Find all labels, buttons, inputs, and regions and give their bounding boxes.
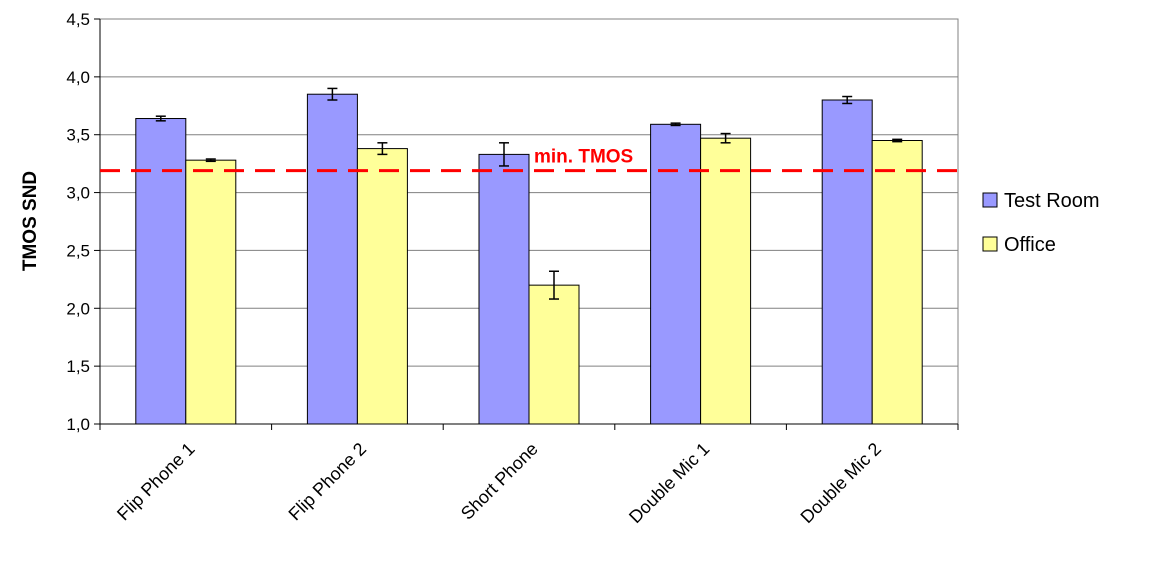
error-bars <box>155 87 903 300</box>
legend: Test Room Office <box>982 190 1100 256</box>
y-tick-label: 4,5 <box>66 10 90 29</box>
x-tick-label: Double Mic 2 <box>797 439 885 527</box>
y-axis-title: TMOS SND <box>20 171 41 271</box>
legend-swatch <box>982 192 998 208</box>
x-tick-label: Flip Phone 2 <box>285 439 371 525</box>
legend-swatch <box>982 236 998 252</box>
bars <box>135 93 923 425</box>
bar-test-room <box>478 153 530 425</box>
bar-test-room <box>135 118 187 425</box>
x-tick-label: Short Phone <box>457 439 542 524</box>
y-tick-label: 4,0 <box>66 68 90 87</box>
y-axis-ticks: 1,0 1,5 2,0 2,5 3,0 3,5 4,0 4,5 <box>66 10 100 434</box>
y-tick-label: 2,0 <box>66 299 90 318</box>
bar-office <box>356 148 408 425</box>
bar-test-room <box>306 93 358 425</box>
bar-test-room <box>650 123 702 425</box>
bar-office <box>528 284 580 425</box>
x-tick-label: Double Mic 1 <box>625 439 713 527</box>
y-tick-label: 2,5 <box>66 241 90 260</box>
axes <box>99 19 959 430</box>
y-tick-label: 3,0 <box>66 184 90 203</box>
bar-test-room <box>821 99 873 425</box>
legend-label: Test Room <box>1004 190 1100 212</box>
reference-line-group: min. TMOS <box>100 147 958 173</box>
y-tick-label: 1,5 <box>66 357 90 376</box>
bar-office <box>871 140 923 425</box>
bar-office <box>185 159 237 425</box>
x-axis-labels: Flip Phone 1 Flip Phone 2 Short Phone Doubl… <box>113 439 885 527</box>
reference-line-label: min. TMOS <box>534 147 633 168</box>
legend-label: Office <box>1004 234 1056 256</box>
x-tick-label: Flip Phone 1 <box>113 439 199 525</box>
y-tick-label: 3,5 <box>66 126 90 145</box>
bar-office <box>700 137 752 425</box>
y-tick-label: 1,0 <box>66 415 90 434</box>
